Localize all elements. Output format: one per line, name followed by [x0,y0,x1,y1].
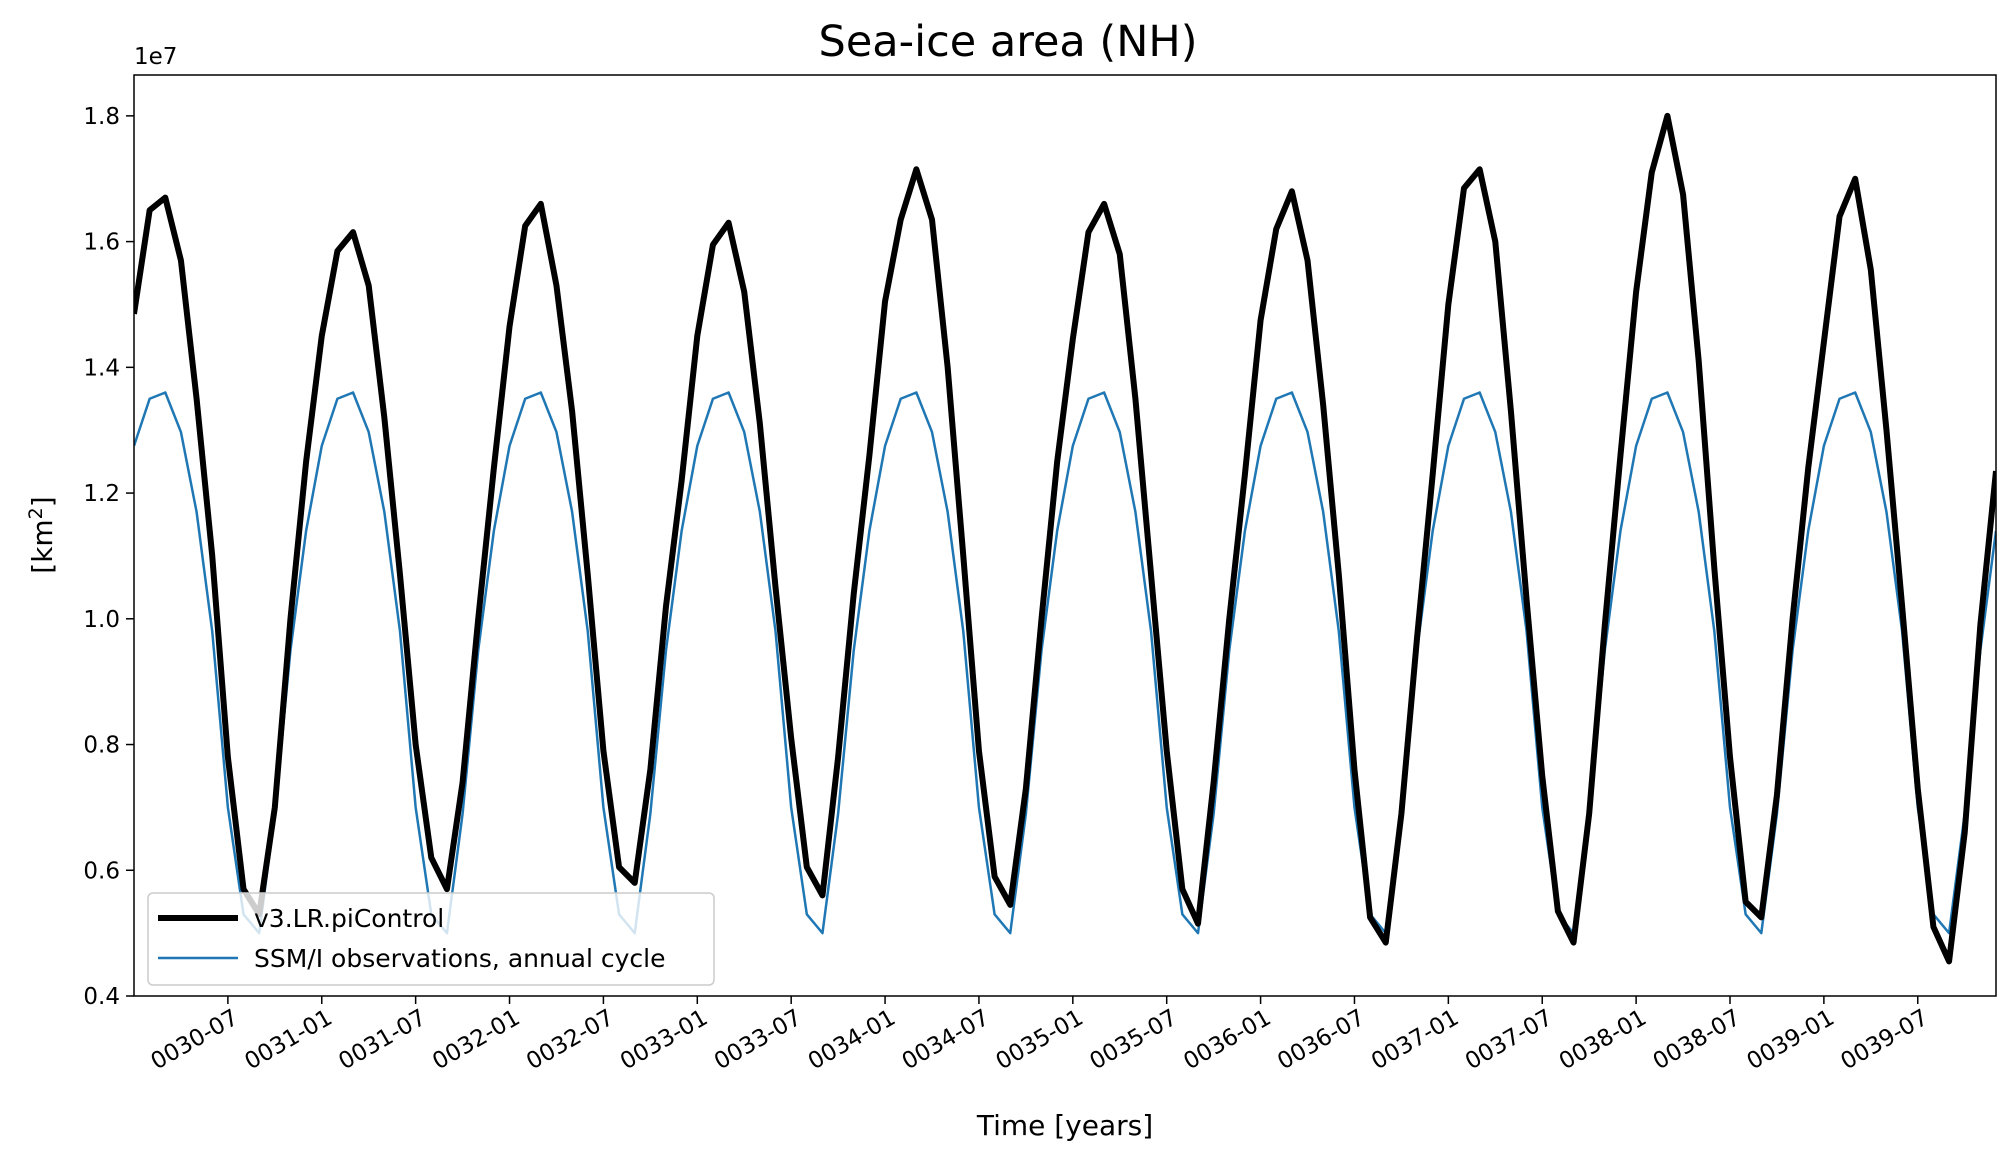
legend-label-picontrol: v3.LR.piControl [254,904,444,933]
y-tick-label: 1.4 [83,355,120,381]
y-tick-label: 0.6 [83,858,120,884]
y-tick-label: 0.4 [83,984,120,1010]
y-tick-label: 1.2 [83,481,120,507]
chart-title: Sea-ice area (NH) [819,17,1198,67]
axes-frame [133,74,1997,997]
legend: v3.LR.piControl SSM/I observations, annu… [147,892,715,986]
y-offset-label: 1e7 [134,44,177,70]
x-axis-label: Time [years] [976,1109,1153,1142]
y-tick-label: 0.8 [83,733,120,759]
y-axis-label-end: ] [26,496,59,507]
series-line-picontrol [134,112,1996,965]
y-tick-label: 1.8 [83,104,120,130]
y-axis-label: [km2] [25,496,59,573]
y-tick-label: 1.6 [83,230,120,256]
y-axis-label-sup: 2 [25,507,47,519]
y-tick-label: 1.0 [83,607,120,633]
y-axis: 0.4 0.6 0.8 1.0 1.2 1.4 1.6 1.8 [83,104,134,1010]
legend-box [147,892,715,986]
legend-label-ssmi: SSM/I observations, annual cycle [254,944,666,973]
y-axis-label-base: [km [26,519,59,573]
